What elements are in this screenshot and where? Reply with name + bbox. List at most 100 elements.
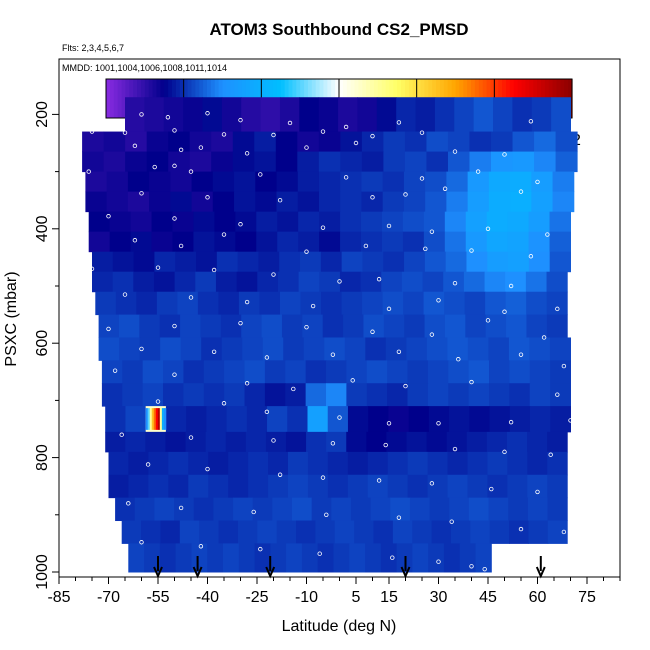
heatmap-cell xyxy=(257,520,278,544)
heatmap-cell xyxy=(221,97,242,133)
heatmap-cell xyxy=(507,451,528,476)
sample-point xyxy=(198,145,204,150)
heatmap-cell xyxy=(254,131,277,153)
heatmap-cell xyxy=(525,271,548,293)
heatmap-cell xyxy=(528,520,549,544)
sample-point xyxy=(178,505,184,511)
heatmap-cell xyxy=(188,451,209,476)
heatmap-cell xyxy=(346,383,368,407)
heatmap-cell xyxy=(236,271,258,293)
heatmap-cell xyxy=(484,271,506,293)
heatmap-cell xyxy=(201,337,223,361)
heatmap-cell xyxy=(159,408,163,430)
sample-point xyxy=(449,519,454,524)
heatmap-cell xyxy=(470,520,491,544)
heatmap-cell xyxy=(365,543,382,573)
heatmap-cell xyxy=(285,431,307,453)
heatmap-cell xyxy=(133,271,155,293)
heatmap-cell xyxy=(508,251,530,273)
heatmap-cell xyxy=(357,97,378,133)
heatmap-cell xyxy=(466,431,488,453)
heatmap-cell xyxy=(509,520,529,544)
heatmap-cell xyxy=(188,474,209,499)
heatmap-cell xyxy=(214,211,236,233)
heatmap-cell xyxy=(404,131,427,153)
heatmap-cell xyxy=(264,383,286,407)
heatmap-cell xyxy=(370,497,391,522)
heatmap-cell xyxy=(303,337,325,361)
sample-point xyxy=(258,172,263,177)
heatmap-cell xyxy=(153,408,157,430)
heatmap-cell xyxy=(268,474,289,499)
heatmap-cell xyxy=(106,171,129,193)
heatmap-cell xyxy=(427,383,449,407)
heatmap-cell xyxy=(387,451,409,476)
heatmap-cell xyxy=(246,406,268,433)
sample-point xyxy=(277,197,283,203)
heatmap-cell xyxy=(425,171,447,193)
heatmap-cell xyxy=(318,151,341,173)
heatmap-cell xyxy=(448,360,470,384)
sample-point xyxy=(271,132,276,138)
sample-point xyxy=(238,320,243,326)
heatmap-cell xyxy=(468,497,490,522)
heatmap-cell xyxy=(507,211,530,233)
heatmap-cell xyxy=(287,451,309,476)
sample-point xyxy=(221,401,227,406)
heatmap-cell xyxy=(555,131,578,153)
heatmap-cell xyxy=(159,314,181,338)
x-tick-label: -70 xyxy=(97,589,120,606)
heatmap-cell xyxy=(287,474,309,499)
flight-arrow-head xyxy=(400,566,411,579)
sample-point xyxy=(271,272,276,277)
sample-point xyxy=(188,169,194,174)
heatmap-cell xyxy=(277,231,299,253)
heatmap-cell xyxy=(340,171,362,193)
heatmap-cell xyxy=(237,520,258,544)
heatmap-cell xyxy=(339,271,362,293)
y-axis: 200 400 600 800 1000 xyxy=(34,101,59,590)
heatmap-cell xyxy=(88,211,111,233)
heatmap-cell xyxy=(272,497,293,522)
heatmap-cell xyxy=(226,406,248,433)
heatmap-cell xyxy=(300,251,322,273)
heatmap-cell xyxy=(142,360,164,384)
heatmap-cell xyxy=(320,291,343,316)
heatmap-cell xyxy=(385,337,407,361)
sample-point xyxy=(258,546,263,552)
heatmap-cell xyxy=(401,271,424,293)
heatmap-cell xyxy=(214,231,236,253)
heatmap-cell xyxy=(216,251,239,273)
heatmap-cell xyxy=(383,314,405,338)
heatmap-cell xyxy=(267,406,288,433)
heatmap-cell xyxy=(449,497,470,522)
heatmap-cell xyxy=(527,497,549,522)
heatmap-cell xyxy=(170,171,193,193)
heatmap-cell xyxy=(118,314,140,338)
heatmap-cell xyxy=(163,97,184,133)
x-axis: -85 -70 -55 -40 -25 -10 5 15 30 45 60 75 xyxy=(47,577,621,606)
sample-point xyxy=(376,478,382,483)
heatmap-cell xyxy=(489,360,510,384)
heatmap-cell xyxy=(149,408,153,430)
heatmap-cell xyxy=(232,131,255,153)
heatmap-cell xyxy=(334,520,355,544)
heatmap-cell xyxy=(172,231,194,253)
heatmap-cell xyxy=(506,314,527,338)
heatmap-cell xyxy=(367,451,389,476)
heatmap-cell xyxy=(409,497,431,522)
heatmap-cell xyxy=(531,97,552,133)
heatmap-cell xyxy=(254,151,277,173)
sample-point xyxy=(528,119,534,124)
heatmap-cell xyxy=(283,337,305,361)
heatmap-cell xyxy=(125,406,147,433)
heatmap-cell xyxy=(354,520,375,544)
heatmap-cell xyxy=(547,497,568,522)
sample-point xyxy=(396,349,402,354)
heatmap-cell xyxy=(234,171,256,193)
heatmap-cell xyxy=(130,211,153,233)
heatmap-cell xyxy=(297,171,320,193)
heatmap-cell xyxy=(318,191,341,213)
heatmap-cell xyxy=(459,543,477,573)
heatmap-cell xyxy=(465,211,488,233)
